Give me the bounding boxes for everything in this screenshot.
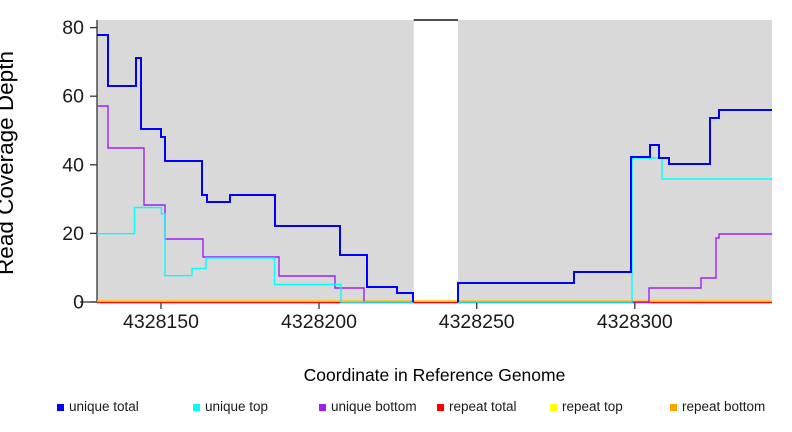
- svg-text:4328300: 4328300: [597, 311, 673, 333]
- svg-text:4328150: 4328150: [123, 311, 199, 333]
- svg-text:Read Coverage Depth: Read Coverage Depth: [0, 51, 18, 275]
- svg-text:60: 60: [62, 86, 84, 108]
- svg-text:repeat total: repeat total: [449, 399, 517, 414]
- svg-text:unique top: unique top: [205, 399, 268, 414]
- svg-text:unique total: unique total: [69, 399, 139, 414]
- svg-text:Coordinate in Reference Genome: Coordinate in Reference Genome: [304, 365, 566, 385]
- svg-text:repeat bottom: repeat bottom: [682, 399, 765, 414]
- svg-text:40: 40: [62, 154, 84, 176]
- svg-text:80: 80: [62, 17, 84, 39]
- svg-text:4328250: 4328250: [439, 311, 515, 333]
- svg-text:20: 20: [62, 223, 84, 245]
- svg-text:4328200: 4328200: [281, 311, 357, 333]
- svg-text:0: 0: [73, 292, 84, 314]
- svg-text:repeat top: repeat top: [562, 399, 623, 414]
- svg-text:unique bottom: unique bottom: [331, 399, 417, 414]
